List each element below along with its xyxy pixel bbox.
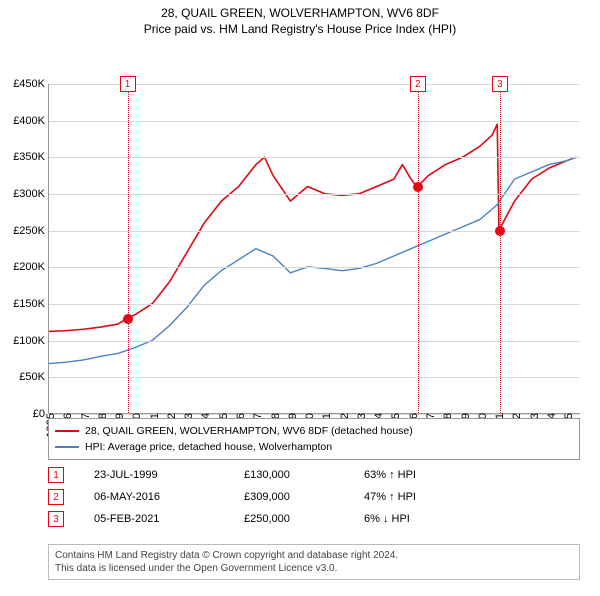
sale-delta: 6% ↓ HPI: [364, 513, 464, 525]
reference-badge: 3: [492, 76, 508, 92]
reference-badge: 2: [410, 76, 426, 92]
plot-area: £0£50K£100K£150K£200K£250K£300K£350K£400…: [48, 84, 580, 414]
legend-item: 28, QUAIL GREEN, WOLVERHAMPTON, WV6 8DF …: [55, 423, 573, 439]
legend-label: HPI: Average price, detached house, Wolv…: [85, 439, 332, 455]
y-tick-label: £200K: [13, 261, 49, 273]
sale-date: 05-FEB-2021: [94, 513, 244, 525]
footer-line2: This data is licensed under the Open Gov…: [55, 562, 573, 575]
sale-row: 2 06-MAY-2016£309,00047% ↑ HPI: [48, 486, 464, 508]
reference-line: [418, 84, 419, 413]
legend-label: 28, QUAIL GREEN, WOLVERHAMPTON, WV6 8DF …: [85, 423, 413, 439]
sale-badge: 3: [48, 511, 64, 527]
sale-delta: 47% ↑ HPI: [364, 491, 464, 503]
y-tick-label: £50K: [19, 371, 49, 383]
chart-subtitle: Price paid vs. HM Land Registry's House …: [0, 22, 600, 36]
sale-delta: 63% ↑ HPI: [364, 469, 464, 481]
reference-badge: 1: [120, 76, 136, 92]
sale-date: 06-MAY-2016: [94, 491, 244, 503]
footer-line1: Contains HM Land Registry data © Crown c…: [55, 549, 573, 562]
legend-item: HPI: Average price, detached house, Wolv…: [55, 439, 573, 455]
y-tick-label: £100K: [13, 335, 49, 347]
y-tick-label: £350K: [13, 151, 49, 163]
chart-title-address: 28, QUAIL GREEN, WOLVERHAMPTON, WV6 8DF: [0, 6, 600, 20]
reference-line: [500, 84, 501, 413]
y-tick-label: £300K: [13, 188, 49, 200]
sale-row: 1 23-JUL-1999£130,00063% ↑ HPI: [48, 464, 464, 486]
sale-badge: 1: [48, 467, 64, 483]
sale-date: 23-JUL-1999: [94, 469, 244, 481]
sale-marker: [413, 182, 423, 192]
y-tick-label: £150K: [13, 298, 49, 310]
y-tick-label: £250K: [13, 225, 49, 237]
footer-box: Contains HM Land Registry data © Crown c…: [48, 544, 580, 580]
y-tick-label: £400K: [13, 115, 49, 127]
legend-swatch: [55, 430, 79, 432]
reference-line: [128, 84, 129, 413]
sale-badge: 2: [48, 489, 64, 505]
legend-box: 28, QUAIL GREEN, WOLVERHAMPTON, WV6 8DF …: [48, 418, 580, 460]
sale-row: 3 05-FEB-2021£250,0006% ↓ HPI: [48, 508, 464, 530]
legend-swatch: [55, 446, 79, 448]
sale-price: £130,000: [244, 469, 364, 481]
y-tick-label: £450K: [13, 78, 49, 90]
sale-price: £250,000: [244, 513, 364, 525]
sale-marker: [123, 314, 133, 324]
sales-table: 1 23-JUL-1999£130,00063% ↑ HPI 2 06-MAY-201…: [48, 464, 464, 530]
sale-price: £309,000: [244, 491, 364, 503]
sale-marker: [495, 226, 505, 236]
